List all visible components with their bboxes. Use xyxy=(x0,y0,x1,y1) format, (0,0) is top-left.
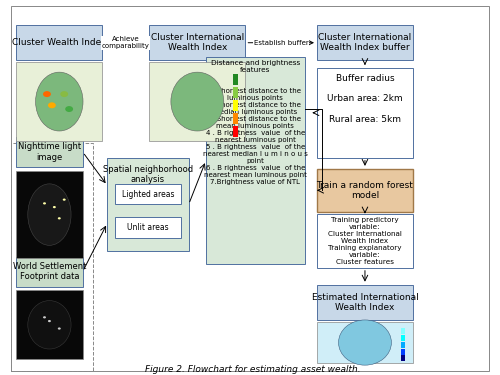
Text: Training predictory
variable:
Cluster International
Wealth Index
Training explan: Training predictory variable: Cluster In… xyxy=(328,217,402,266)
Circle shape xyxy=(62,198,66,201)
Circle shape xyxy=(48,102,56,108)
Bar xyxy=(400,348,404,354)
FancyBboxPatch shape xyxy=(206,57,304,264)
Ellipse shape xyxy=(36,72,83,131)
Text: Cluster International
Wealth Index: Cluster International Wealth Index xyxy=(150,33,244,53)
Text: Figure 2. Flowchart for estimating asset wealth.: Figure 2. Flowchart for estimating asset… xyxy=(145,364,360,374)
FancyBboxPatch shape xyxy=(16,62,102,141)
Text: Lighted areas: Lighted areas xyxy=(122,189,174,198)
Text: Establish buffer: Establish buffer xyxy=(254,40,308,46)
FancyBboxPatch shape xyxy=(317,322,413,363)
Circle shape xyxy=(43,91,51,97)
Text: Unlit areas: Unlit areas xyxy=(127,223,169,232)
Ellipse shape xyxy=(171,72,224,131)
Bar xyxy=(233,126,238,137)
Text: Spatial neighborhood
analysis: Spatial neighborhood analysis xyxy=(103,165,193,184)
Bar xyxy=(233,113,238,124)
FancyBboxPatch shape xyxy=(16,290,82,359)
FancyBboxPatch shape xyxy=(317,169,413,212)
FancyBboxPatch shape xyxy=(150,62,246,141)
Text: Buffer radius

Urban area: 2km

Rural area: 5km: Buffer radius Urban area: 2km Rural area… xyxy=(327,74,403,124)
Text: Cluster Wealth Index: Cluster Wealth Index xyxy=(12,38,106,47)
Ellipse shape xyxy=(28,301,71,349)
Text: Cluster International
Wealth Index buffer: Cluster International Wealth Index buffe… xyxy=(318,33,412,53)
Text: Estimated International
Wealth Index: Estimated International Wealth Index xyxy=(312,292,418,312)
Circle shape xyxy=(43,316,46,318)
Circle shape xyxy=(60,91,68,97)
FancyBboxPatch shape xyxy=(317,214,413,268)
Text: Nighttime light
image: Nighttime light image xyxy=(18,142,81,162)
Bar xyxy=(400,342,404,348)
FancyBboxPatch shape xyxy=(115,184,182,204)
Bar xyxy=(233,87,238,98)
FancyBboxPatch shape xyxy=(317,25,413,60)
Bar xyxy=(233,100,238,111)
FancyBboxPatch shape xyxy=(16,256,82,286)
Circle shape xyxy=(58,327,61,330)
Text: Train a random forest
model: Train a random forest model xyxy=(316,181,414,200)
Text: 1.Shortest distance to the
luminous points
2.Shortest distance to the
median lum: 1.Shortest distance to the luminous poin… xyxy=(203,81,308,185)
FancyBboxPatch shape xyxy=(16,25,102,60)
FancyBboxPatch shape xyxy=(317,285,413,320)
FancyBboxPatch shape xyxy=(16,137,82,167)
Bar xyxy=(233,74,238,85)
Text: World Settlement
Footprint data: World Settlement Footprint data xyxy=(12,262,86,281)
Circle shape xyxy=(53,206,56,208)
Circle shape xyxy=(58,217,61,219)
Text: Distance and brightness
features: Distance and brightness features xyxy=(210,60,300,74)
Circle shape xyxy=(65,106,73,112)
Circle shape xyxy=(43,202,46,204)
FancyBboxPatch shape xyxy=(16,171,82,258)
Bar xyxy=(400,355,404,361)
FancyBboxPatch shape xyxy=(317,68,413,158)
FancyBboxPatch shape xyxy=(108,158,188,251)
Circle shape xyxy=(48,320,51,322)
Ellipse shape xyxy=(28,184,71,245)
Ellipse shape xyxy=(338,320,392,365)
FancyBboxPatch shape xyxy=(150,25,246,60)
Bar xyxy=(400,328,404,334)
Text: Achieve
comparability: Achieve comparability xyxy=(102,36,150,49)
FancyBboxPatch shape xyxy=(115,217,182,238)
Bar xyxy=(400,335,404,341)
